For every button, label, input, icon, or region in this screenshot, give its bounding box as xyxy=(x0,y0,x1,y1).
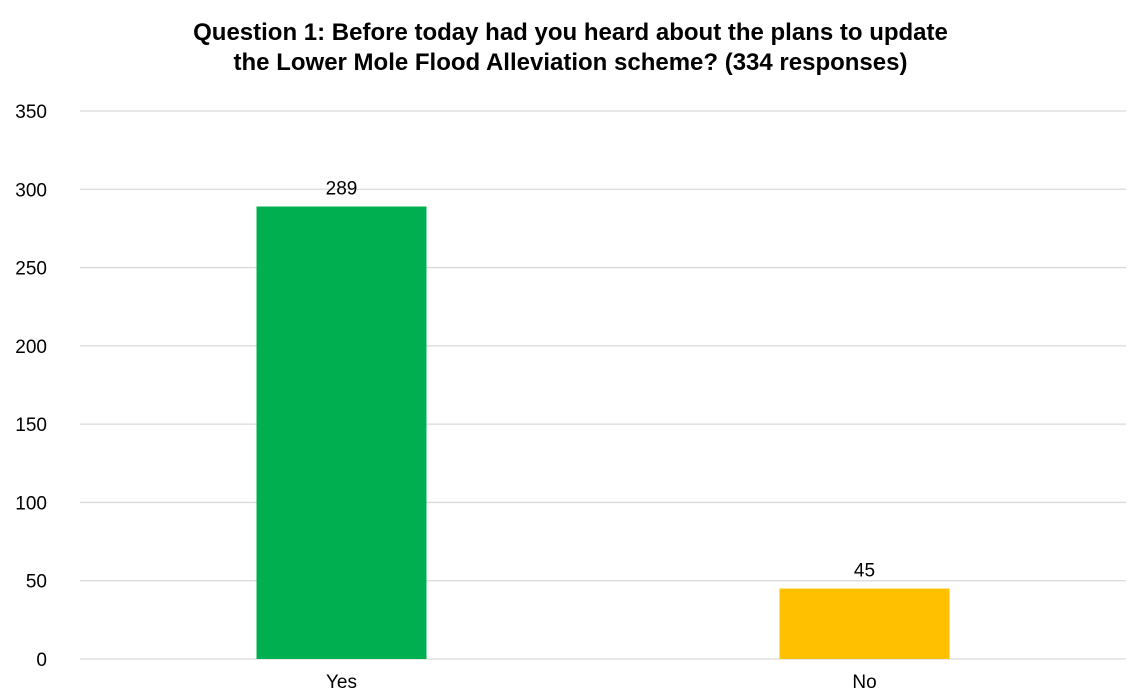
y-tick-label: 0 xyxy=(36,650,47,671)
y-tick-label: 150 xyxy=(15,415,47,436)
chart-title-line-1: Question 1: Before today had you heard a… xyxy=(193,19,948,46)
y-tick-label: 100 xyxy=(15,493,47,514)
y-tick-label: 200 xyxy=(15,337,47,358)
y-tick-label: 350 xyxy=(15,102,47,123)
y-tick-label: 300 xyxy=(15,180,47,201)
bar-no xyxy=(779,588,950,659)
data-label: 289 xyxy=(326,179,358,200)
data-label: 45 xyxy=(854,561,875,582)
y-tick-label: 50 xyxy=(26,572,47,593)
x-category-label: Yes xyxy=(326,672,357,693)
x-category-label: No xyxy=(852,672,876,693)
chart-title-line-2: the Lower Mole Flood Alleviation scheme?… xyxy=(233,49,908,76)
y-tick-label: 250 xyxy=(15,259,47,280)
bar-yes xyxy=(256,206,427,659)
